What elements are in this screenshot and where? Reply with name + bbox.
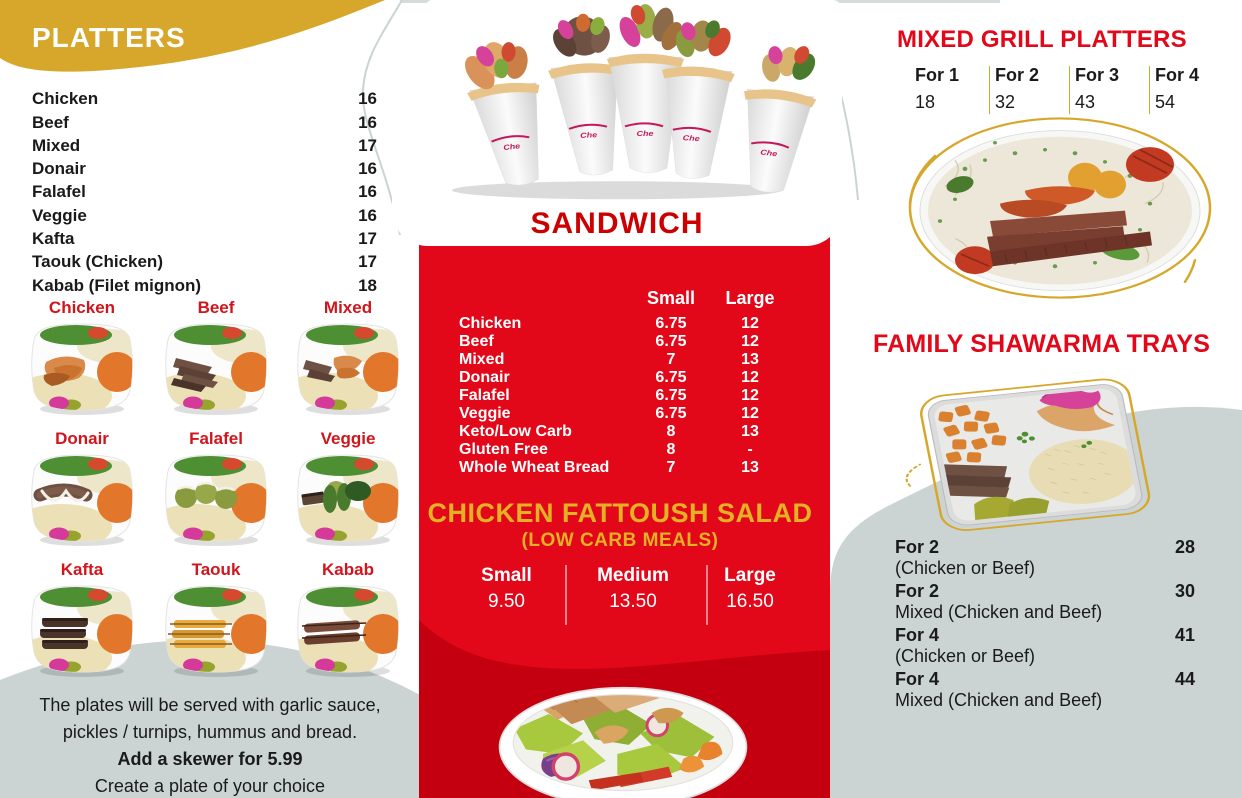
svg-text:Che: Che — [637, 130, 654, 138]
svg-text:Che: Che — [682, 134, 700, 143]
svg-text:Che: Che — [580, 131, 598, 140]
